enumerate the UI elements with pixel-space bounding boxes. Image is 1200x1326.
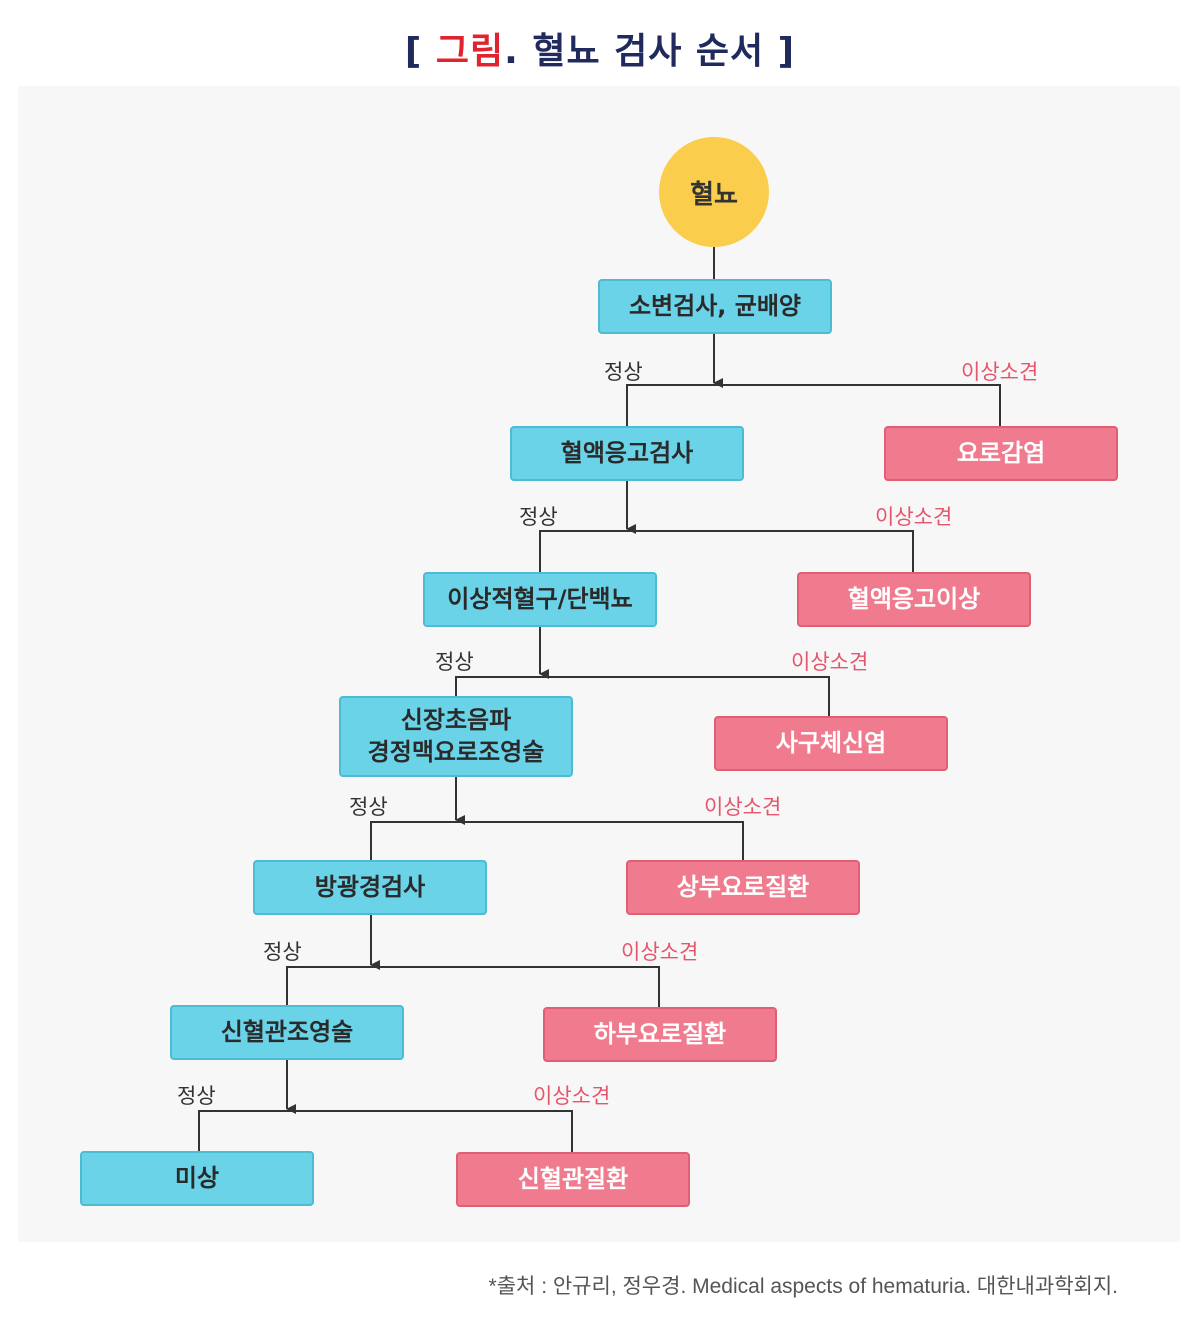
abnormal-label: 이상소견 xyxy=(875,505,953,529)
branch xyxy=(626,384,1001,426)
page-title: [ 그림. 혈뇨 검사 순서 ] xyxy=(0,22,1200,74)
branch xyxy=(370,821,744,860)
branch xyxy=(455,676,830,716)
finding-node-coagulopathy: 혈액응고이상 xyxy=(797,572,1031,627)
start-node: 혈뇨 xyxy=(659,137,769,247)
normal-label: 정상 xyxy=(349,795,388,819)
test-node-line: 경정맥요로조영술 xyxy=(367,737,545,766)
test-node-line: 신장초음파 xyxy=(400,706,512,735)
finding-node-lower-urinary: 하부요로질환 xyxy=(543,1007,777,1062)
finding-node-uti: 요로감염 xyxy=(884,426,1118,481)
finding-node-glomerulonephritis: 사구체신염 xyxy=(714,716,948,771)
test-node-cystoscopy: 방광경검사 xyxy=(253,860,487,915)
test-node-ultrasound-ivp: 신장초음파 경정맥요로조영술 xyxy=(339,696,573,777)
abnormal-label: 이상소견 xyxy=(533,1084,611,1108)
test-node-dysmorphic-rbc: 이상적혈구/단백뇨 xyxy=(423,572,657,627)
normal-label: 정상 xyxy=(263,940,302,964)
test-node-coagulation: 혈액응고검사 xyxy=(510,426,744,481)
normal-label: 정상 xyxy=(519,505,558,529)
branch xyxy=(198,1110,573,1152)
abnormal-label: 이상소견 xyxy=(961,360,1039,384)
title-bracket-open: [ xyxy=(404,31,423,72)
finding-node-upper-urinary: 상부요로질환 xyxy=(626,860,860,915)
abnormal-label: 이상소견 xyxy=(704,795,782,819)
source-citation: *출처 : 안규리, 정우경. Medical aspects of hemat… xyxy=(488,1275,1118,1298)
final-node-unknown: 미상 xyxy=(80,1151,314,1206)
branch xyxy=(286,966,660,1007)
finding-node-renovascular: 신혈관질환 xyxy=(456,1152,690,1207)
normal-label: 정상 xyxy=(435,650,474,674)
title-accent: 그림 xyxy=(435,31,505,72)
abnormal-label: 이상소견 xyxy=(621,940,699,964)
branch xyxy=(539,530,914,572)
test-node-urinalysis: 소변검사, 균배양 xyxy=(598,279,832,334)
title-text: . 혈뇨 검사 순서 xyxy=(504,31,765,72)
normal-label: 정상 xyxy=(604,360,643,384)
title-bracket-close: ] xyxy=(777,31,796,72)
normal-label: 정상 xyxy=(177,1084,216,1108)
abnormal-label: 이상소견 xyxy=(791,650,869,674)
test-node-angiography: 신혈관조영술 xyxy=(170,1005,404,1060)
